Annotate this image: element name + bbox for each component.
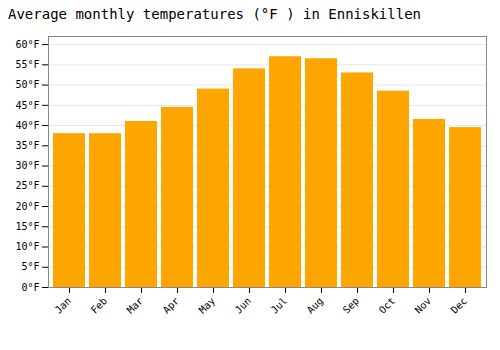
svg-text:Dec: Dec <box>449 295 470 316</box>
svg-text:Jun: Jun <box>233 295 254 316</box>
svg-text:45°F: 45°F <box>15 100 39 111</box>
svg-text:35°F: 35°F <box>15 140 39 151</box>
svg-text:20°F: 20°F <box>15 201 39 212</box>
svg-text:15°F: 15°F <box>15 221 39 232</box>
svg-text:60°F: 60°F <box>15 39 39 50</box>
svg-text:Jan: Jan <box>53 295 74 316</box>
html-text:Average monthly temperatures (: Average monthly temperatures (°F ) in En… <box>8 6 421 22</box>
svg-text:Nov: Nov <box>413 295 434 316</box>
svg-text:Apr: Apr <box>161 295 182 316</box>
svg-text:Aug: Aug <box>305 295 326 316</box>
svg-text:50°F: 50°F <box>15 79 39 90</box>
svg-text:Feb: Feb <box>89 295 110 316</box>
svg-text:40°F: 40°F <box>15 120 39 131</box>
svg-text:Mar: Mar <box>125 295 146 316</box>
svg-text:10°F: 10°F <box>15 241 39 252</box>
svg-text:55°F: 55°F <box>15 59 39 70</box>
svg-text:5°F: 5°F <box>21 261 39 272</box>
svg-text:May: May <box>197 295 218 316</box>
svg-text:Oct: Oct <box>377 295 398 316</box>
svg-text:Sep: Sep <box>341 295 362 316</box>
svg-text:30°F: 30°F <box>15 160 39 171</box>
svg-text:0°F: 0°F <box>21 282 39 293</box>
svg-text:25°F: 25°F <box>15 180 39 191</box>
svg-text:Jul: Jul <box>269 295 290 316</box>
